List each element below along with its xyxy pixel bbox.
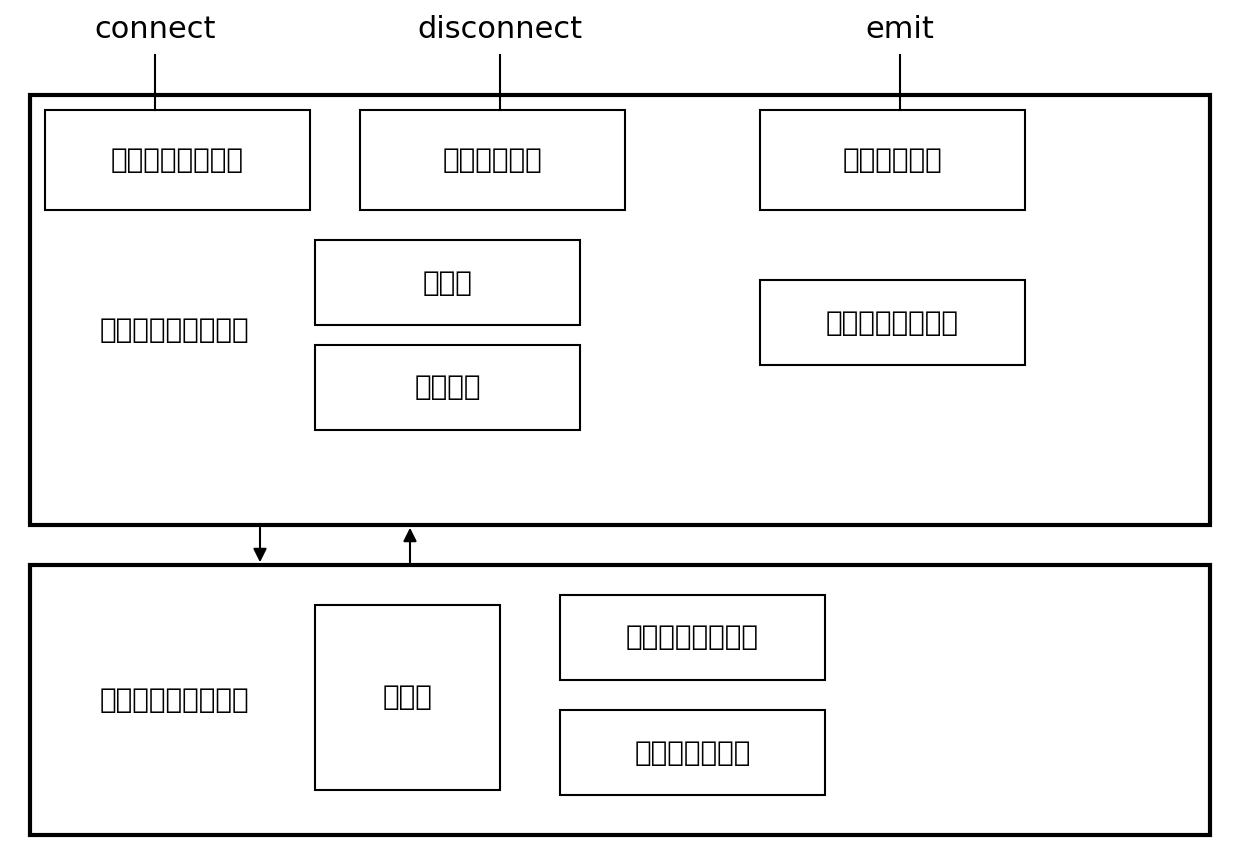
Bar — [315, 345, 580, 430]
Text: 内存池初始化单元: 内存池初始化单元 — [626, 623, 759, 652]
Text: 信号槽模块（上层）: 信号槽模块（上层） — [100, 316, 249, 344]
Bar — [315, 605, 500, 790]
Bar — [315, 240, 580, 325]
Bar — [360, 110, 625, 210]
Bar — [560, 595, 825, 680]
Text: 散列表: 散列表 — [423, 269, 472, 296]
Text: 信号槽初始化单元: 信号槽初始化单元 — [826, 308, 959, 337]
Text: connect: connect — [94, 15, 216, 45]
Bar — [30, 95, 1210, 525]
Text: 关联信息调用单元: 关联信息调用单元 — [112, 146, 244, 174]
Text: 内存池销毁单元: 内存池销毁单元 — [635, 739, 750, 766]
Bar — [45, 110, 310, 210]
Bar — [30, 565, 1210, 835]
Text: emit: emit — [866, 15, 935, 45]
Text: 发送信号单元: 发送信号单元 — [843, 146, 942, 174]
Bar — [760, 110, 1025, 210]
Text: 信号和槽: 信号和槽 — [414, 374, 481, 401]
Text: 解除关联单元: 解除关联单元 — [443, 146, 542, 174]
Bar — [560, 710, 825, 795]
Text: disconnect: disconnect — [418, 15, 583, 45]
Text: 内存池: 内存池 — [383, 684, 433, 711]
Bar — [760, 280, 1025, 365]
Text: 内存池模块（上层）: 内存池模块（上层） — [100, 686, 249, 714]
